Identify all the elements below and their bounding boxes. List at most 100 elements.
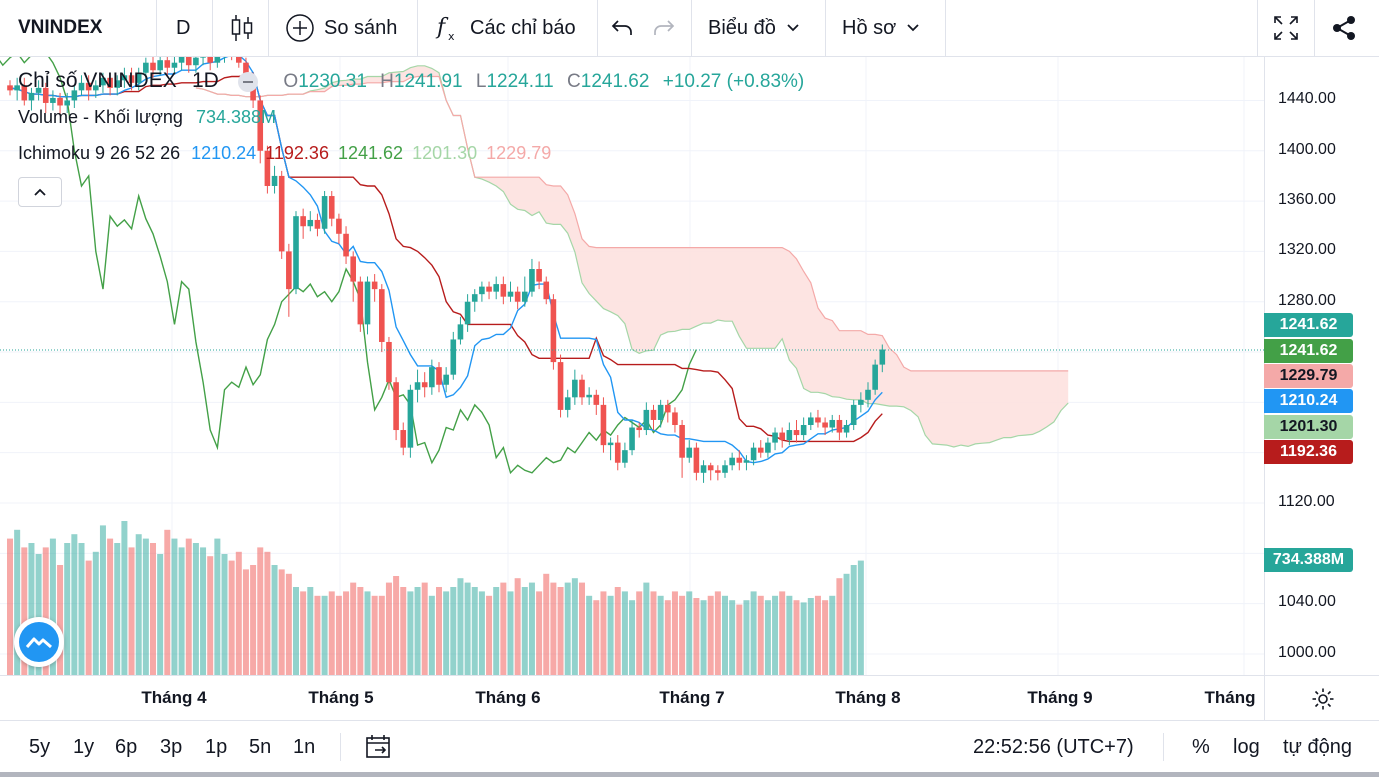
goto-date-button[interactable] <box>365 721 393 773</box>
range-1y-button[interactable]: 1y <box>73 721 94 773</box>
volume-bar <box>664 600 671 675</box>
legend-title: Chỉ số VNINDEX <box>18 69 177 92</box>
volume-bar <box>242 569 249 675</box>
volume-bar <box>764 600 771 675</box>
volume-bar <box>600 591 607 675</box>
volume-bar <box>57 565 64 675</box>
chart-settings-button[interactable] <box>1264 675 1379 721</box>
kijun-value: 1192.36 <box>265 143 329 163</box>
auto-scale-button[interactable]: tự động <box>1283 721 1352 773</box>
fullscreen-icon <box>1274 16 1298 40</box>
redo-button[interactable] <box>652 0 676 56</box>
candle-body <box>693 447 700 473</box>
volume-bar <box>643 582 650 675</box>
volume-bar <box>507 591 514 675</box>
range-3m-button[interactable]: 3p <box>160 721 182 773</box>
log-scale-button[interactable]: log <box>1233 721 1260 773</box>
candle-body <box>7 85 13 91</box>
volume-bar <box>35 554 42 675</box>
clock-label: 22:52:56 (UTC+7) <box>973 735 1134 758</box>
candle-body <box>271 175 278 186</box>
range-label: 5y <box>29 735 51 758</box>
candle-body <box>793 430 800 436</box>
candle-body <box>665 404 671 413</box>
toolbar-divider <box>1257 0 1258 56</box>
candle-style-button[interactable] <box>229 0 255 56</box>
toolbar-divider <box>945 0 946 56</box>
candle-body <box>514 291 521 302</box>
compare-button[interactable]: So sánh <box>285 0 397 56</box>
volume-label: Volume - Khối lượng <box>18 107 183 127</box>
volume-bar <box>207 556 214 675</box>
chart-type-dropdown[interactable]: Biểu đồ <box>708 0 800 56</box>
volume-tag: 734.388M <box>1264 548 1353 572</box>
volume-bar <box>564 582 571 675</box>
volume-bar <box>636 591 643 675</box>
toolbar-divider <box>417 0 418 56</box>
volume-bar <box>493 587 500 675</box>
undo-button[interactable] <box>610 0 634 56</box>
candle-body <box>443 374 449 385</box>
candle-body <box>593 394 600 405</box>
toolbar-divider <box>691 0 692 56</box>
timezone-button[interactable]: 22:52:56 (UTC+7) <box>973 721 1134 773</box>
candle-body <box>407 389 414 448</box>
interval-button[interactable]: D <box>176 0 190 56</box>
volume-bar <box>750 591 757 675</box>
range-1m-button[interactable]: 1p <box>205 721 227 773</box>
volume-legend[interactable]: Volume - Khối lượng 734.388M <box>18 107 276 128</box>
volume-bar <box>128 547 135 675</box>
range-1d-button[interactable]: 1n <box>293 721 315 773</box>
main-legend[interactable]: Chỉ số VNINDEX 1D O1230.31 H1241.91 L122… <box>18 69 804 93</box>
range-5y-button[interactable]: 5y <box>29 721 50 773</box>
volume-bar <box>836 578 843 675</box>
volume-tag-value: 734.388M <box>1272 551 1345 568</box>
bottom-divider <box>340 733 341 761</box>
volume-bar <box>843 573 850 675</box>
volume-bar <box>671 591 678 675</box>
volume-bar <box>814 595 821 675</box>
kijun-line <box>9 71 883 443</box>
chart-pane[interactable]: Chỉ số VNINDEX 1D O1230.31 H1241.91 L122… <box>0 57 1264 675</box>
indicators-label: Các chỉ báo <box>470 16 576 39</box>
volume-bar <box>28 543 35 675</box>
tradingview-logo[interactable] <box>14 617 64 667</box>
candle-body <box>779 432 785 441</box>
volume-bar <box>850 565 857 675</box>
volume-bar <box>414 587 421 675</box>
symbol-label: VNINDEX <box>18 17 103 38</box>
percent-scale-button[interactable]: % <box>1192 721 1210 773</box>
ichimoku-legend[interactable]: Ichimoku 9 26 52 26 1210.24 1192.36 1241… <box>18 143 551 164</box>
collapse-legends-button[interactable] <box>18 177 62 207</box>
candle-body <box>200 57 206 58</box>
symbol-search-button[interactable]: VNINDEX <box>18 0 102 56</box>
candle-body <box>236 57 242 63</box>
candle-body <box>679 425 685 458</box>
candle-body <box>429 367 435 388</box>
tenkan-value: 1210.24 <box>191 143 257 163</box>
volume-bar <box>786 595 793 675</box>
candle-body <box>479 286 485 295</box>
range-6m-button[interactable]: 6p <box>115 721 137 773</box>
volume-bar <box>657 595 664 675</box>
candle-body <box>114 80 121 88</box>
candle-body <box>207 57 213 63</box>
span-b-line <box>195 75 1069 372</box>
time-axis[interactable] <box>0 675 1264 721</box>
profile-dropdown[interactable]: Hồ sơ <box>842 0 920 56</box>
fullscreen-button[interactable] <box>1272 0 1300 56</box>
candle-body <box>128 75 135 83</box>
candle-body <box>379 289 385 342</box>
range-5d-button[interactable]: 5n <box>249 721 271 773</box>
volume-bar <box>550 582 557 675</box>
volume-bar <box>757 595 764 675</box>
candle-body <box>414 382 421 390</box>
plus-circle-icon <box>286 14 314 42</box>
share-button[interactable] <box>1330 0 1358 56</box>
candle-body <box>57 97 63 106</box>
chevron-down-icon <box>787 24 799 32</box>
collapse-legend-button[interactable] <box>238 71 259 92</box>
price-chart[interactable] <box>0 57 1264 675</box>
candle-body <box>464 301 471 325</box>
